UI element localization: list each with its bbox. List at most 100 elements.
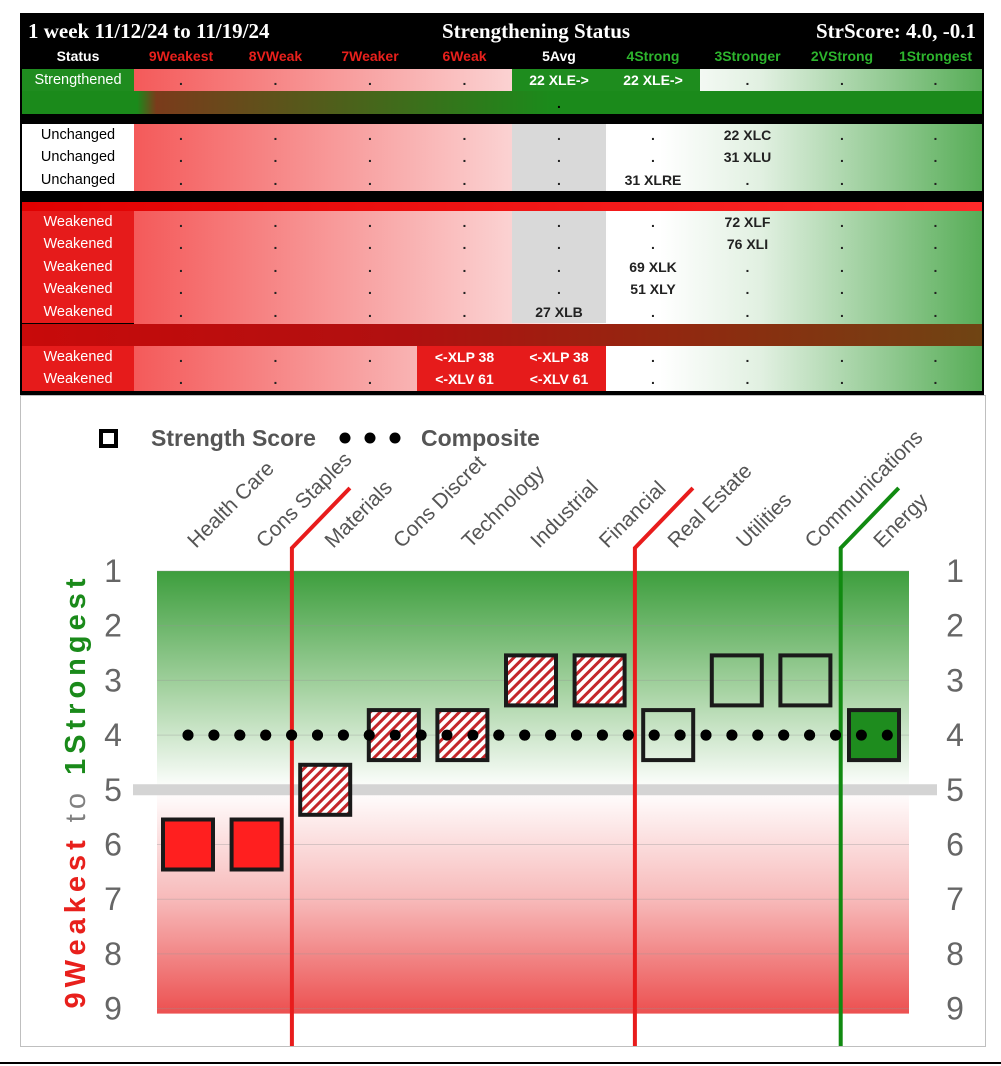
- sector-divider-line: [289, 486, 352, 1046]
- empty-cell: .: [462, 72, 467, 88]
- category-label: Communications: [801, 426, 928, 553]
- legend-square-icon: [99, 429, 118, 448]
- empty-cell: .: [651, 149, 655, 166]
- strength-chart: 1 1 2 2 3 3 4 4 5 5 6 6 7 7 8 8 9 9 9Weakest to 1Strongest…: [20, 395, 986, 1047]
- empty-cell: .: [840, 149, 844, 166]
- empty-cell: .: [840, 214, 844, 230]
- composite-dot: [208, 729, 220, 741]
- composite-dot: [804, 729, 816, 741]
- empty-cell: .: [462, 149, 467, 166]
- legend-dot-icon: [389, 432, 401, 444]
- page-bottom-rule: [0, 1062, 1001, 1064]
- category-label: Financial: [595, 477, 671, 553]
- weakened-separator: [22, 324, 982, 346]
- empty-cell: .: [512, 278, 606, 301]
- empty-cell: .: [273, 72, 278, 88]
- empty-cell: .: [368, 303, 372, 320]
- ticker-cell: 31 XLU: [723, 149, 772, 166]
- empty-cell: .: [745, 281, 750, 298]
- empty-cell: .: [651, 127, 655, 143]
- y-axis-label-ylabel_red: 9Weakest: [60, 822, 92, 1008]
- empty-cell: .: [512, 146, 606, 169]
- composite-dot: [726, 729, 738, 741]
- empty-cell: .: [368, 149, 372, 166]
- composite-dot: [622, 729, 634, 741]
- y-axis-label: 9Weakest to 1Strongest: [60, 573, 92, 1008]
- y-tick-label-left: 7: [104, 881, 122, 917]
- category-label: Utilities: [732, 488, 796, 552]
- empty-cell: .: [179, 281, 183, 298]
- empty-cell: .: [651, 371, 655, 388]
- y-tick-label-right: 6: [946, 827, 964, 863]
- strengthened-bar: [22, 91, 982, 114]
- empty-cell: .: [368, 281, 372, 298]
- strength-score-marker: [709, 653, 764, 708]
- table-title: Strengthening Status: [442, 19, 631, 43]
- empty-cell: .: [651, 214, 655, 230]
- row-status: Weakened: [22, 300, 134, 323]
- empty-cell: .: [933, 72, 938, 88]
- y-tick-label-right: 8: [946, 936, 964, 972]
- composite-dot: [441, 729, 453, 741]
- empty-cell: .: [840, 236, 844, 253]
- empty-cell: .: [933, 214, 938, 230]
- empty-cell: .: [179, 72, 183, 88]
- empty-cell: .: [368, 258, 372, 275]
- empty-cell: .: [368, 349, 372, 365]
- legend-strength-label: Strength Score: [151, 425, 316, 451]
- empty-cell: .: [512, 233, 606, 256]
- ticker-cell: 31 XLRE: [624, 171, 682, 188]
- composite-dot: [545, 729, 557, 741]
- empty-cell: .: [462, 258, 467, 275]
- empty-cell: .: [179, 349, 183, 365]
- composite-dot: [286, 729, 298, 741]
- empty-cell: .: [273, 303, 278, 320]
- ticker-cell: 22 XLC: [723, 127, 772, 143]
- table-date-range: 1 week 11/12/24 to 11/19/24: [28, 19, 270, 43]
- row-status: Weakened: [22, 211, 134, 234]
- ticker-cell: 51 XLY: [630, 281, 676, 298]
- empty-cell: .: [840, 371, 844, 388]
- empty-cell: .: [745, 72, 750, 88]
- empty-cell: .: [273, 127, 278, 143]
- empty-cell: .: [462, 281, 467, 298]
- ticker-cell: 69 XLK: [629, 258, 677, 275]
- composite-dot: [493, 729, 505, 741]
- empty-cell: .: [179, 236, 183, 253]
- strength-score-marker: [229, 817, 284, 872]
- empty-cell: .: [368, 127, 372, 143]
- empty-cell: .: [745, 171, 750, 188]
- empty-cell: .: [179, 371, 183, 388]
- empty-cell: .: [512, 168, 606, 192]
- column-header-6weak: 6Weak: [442, 48, 487, 64]
- ticker-cell: 27 XLB: [512, 300, 606, 323]
- empty-cell: .: [933, 171, 938, 188]
- empty-cell: .: [179, 171, 183, 188]
- composite-dot: [674, 729, 686, 741]
- column-header-2vstrong: 2VStrong: [810, 48, 874, 64]
- empty-cell: .: [840, 303, 844, 320]
- empty-cell: .: [368, 171, 372, 188]
- composite-dot: [571, 729, 582, 741]
- strengthened-bar-dot: .: [557, 95, 561, 111]
- y-tick-label-left: 8: [104, 936, 122, 972]
- empty-cell: .: [273, 281, 278, 298]
- empty-cell: .: [651, 303, 655, 320]
- y-tick-label-left: 5: [104, 772, 122, 808]
- column-header-5avg: 5Avg: [542, 48, 576, 64]
- strength-chart-svg: 1 1 2 2 3 3 4 4 5 5 6 6 7 7 8 8 9 9 9Weakest to 1Strongest…: [60, 425, 964, 1046]
- composite-dot: [519, 729, 531, 741]
- y-tick-label-left: 9: [104, 991, 122, 1027]
- weakened-top-bar: [22, 202, 982, 211]
- ticker-cell: <-XLV 61: [512, 368, 606, 391]
- empty-cell: .: [179, 303, 183, 320]
- ticker-cell: 22 XLE->: [606, 69, 700, 91]
- strength-score-marker: [641, 708, 696, 763]
- row-status: Unchanged: [22, 146, 134, 169]
- column-header-7weaker: 7Weaker: [341, 48, 399, 64]
- composite-dot: [830, 729, 841, 741]
- empty-cell: .: [512, 211, 606, 234]
- strength-score-marker: [572, 653, 627, 708]
- empty-cell: .: [462, 171, 467, 188]
- row-status: Weakened: [22, 233, 134, 256]
